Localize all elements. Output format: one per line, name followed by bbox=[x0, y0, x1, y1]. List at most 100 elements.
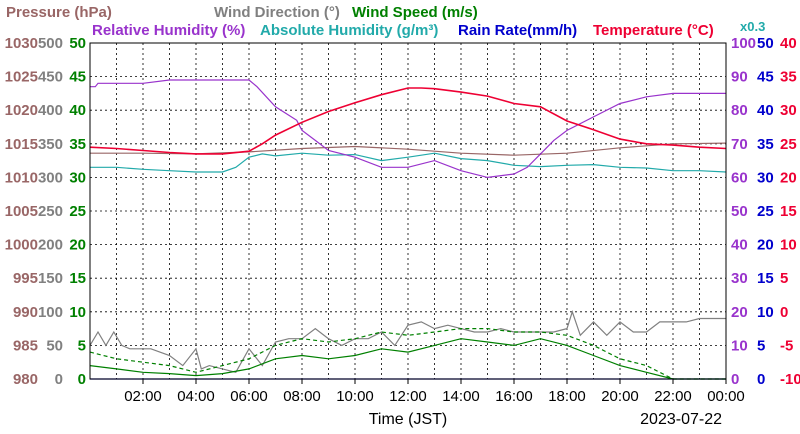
y-tick-label-wind-speed: 5 bbox=[78, 337, 86, 354]
y-tick-label-pressure: 1030 bbox=[5, 35, 38, 52]
rain-multiplier-label: x0.3 bbox=[740, 19, 765, 34]
y-tick-label-pressure: 1010 bbox=[5, 169, 38, 186]
y-tick-label-temperature: 25 bbox=[780, 136, 797, 153]
legend-item-row2: Rain Rate(mm/h) bbox=[458, 22, 577, 39]
x-axis: 02:00 04:00 06:00 08:00 10:00 12:00 14:00 16:00… bbox=[124, 379, 745, 405]
x-axis-label: Time (JST) bbox=[369, 411, 448, 428]
x-tick-label: 18:00 bbox=[548, 388, 586, 405]
y-tick-label-pressure: 1025 bbox=[5, 69, 38, 86]
grid bbox=[90, 43, 726, 379]
y-tick-label-wind-direction: 400 bbox=[38, 102, 63, 119]
series-line-temperature bbox=[89, 87, 727, 155]
y-tick-label-wind-speed: 20 bbox=[69, 237, 86, 254]
y-tick-label-rain: 30 bbox=[757, 169, 774, 186]
y-tick-label-rain: 50 bbox=[757, 35, 774, 52]
x-tick-label: 20:00 bbox=[601, 388, 639, 405]
y-tick-label-pressure: 990 bbox=[13, 304, 38, 321]
y-tick-label-rain: 15 bbox=[757, 270, 774, 287]
left-axes: 9809859909951000100510101015102010251030… bbox=[5, 35, 86, 388]
y-tick-label-rain: 40 bbox=[757, 102, 774, 119]
x-tick-label: 22:00 bbox=[654, 388, 692, 405]
legend-item-row2: Temperature (°C) bbox=[593, 22, 714, 39]
y-tick-label-wind-direction: 250 bbox=[38, 203, 63, 220]
y-tick-label-wind-speed: 40 bbox=[69, 102, 86, 119]
y-tick-label-rain: 10 bbox=[757, 304, 774, 321]
y-tick-label-wind-speed: 35 bbox=[69, 136, 86, 153]
y-tick-label-humidity: 50 bbox=[731, 203, 748, 220]
series-line-absolute-humidity bbox=[90, 152, 727, 173]
y-tick-label-rain: 25 bbox=[757, 203, 774, 220]
y-tick-label-temperature: 5 bbox=[780, 270, 788, 287]
x-tick-label: 04:00 bbox=[177, 388, 215, 405]
date-label: 2023-07-22 bbox=[640, 411, 722, 428]
legend: Pressure (hPa) Wind Direction (°) Wind Spe… bbox=[6, 4, 765, 39]
y-tick-label-wind-speed: 10 bbox=[69, 304, 86, 321]
y-tick-label-temperature: 35 bbox=[780, 69, 797, 86]
x-tick-label: 12:00 bbox=[389, 388, 427, 405]
y-tick-label-wind-speed: 0 bbox=[78, 371, 86, 388]
y-tick-label-rain: 45 bbox=[757, 69, 774, 86]
y-tick-label-wind-direction: 150 bbox=[38, 270, 63, 287]
y-tick-label-wind-speed: 50 bbox=[69, 35, 86, 52]
series-line-wind-speed bbox=[89, 338, 726, 380]
x-tick-label: 02:00 bbox=[124, 388, 162, 405]
y-tick-label-wind-direction: 450 bbox=[38, 69, 63, 86]
y-tick-label-pressure: 1015 bbox=[5, 136, 38, 153]
series-line-wind-gust bbox=[89, 328, 726, 380]
y-tick-label-wind-speed: 15 bbox=[69, 270, 86, 287]
y-tick-label-rain: 5 bbox=[757, 337, 765, 354]
y-tick-label-temperature: 20 bbox=[780, 169, 797, 186]
y-tick-label-wind-direction: 350 bbox=[38, 136, 63, 153]
y-tick-label-humidity: 10 bbox=[731, 337, 748, 354]
y-tick-label-pressure: 980 bbox=[13, 371, 38, 388]
y-tick-label-humidity: 100 bbox=[731, 35, 756, 52]
y-tick-label-wind-direction: 0 bbox=[55, 371, 63, 388]
y-tick-label-humidity: 20 bbox=[731, 304, 748, 321]
y-tick-label-pressure: 1005 bbox=[5, 203, 38, 220]
y-tick-label-rain: 35 bbox=[757, 136, 774, 153]
y-tick-label-temperature: -5 bbox=[780, 337, 793, 354]
y-tick-label-wind-direction: 50 bbox=[46, 337, 63, 354]
series-line-relative-humidity bbox=[90, 79, 726, 179]
y-tick-label-temperature: 40 bbox=[780, 35, 797, 52]
x-tick-label: 14:00 bbox=[442, 388, 480, 405]
y-tick-label-wind-speed: 25 bbox=[69, 203, 86, 220]
y-tick-label-wind-direction: 100 bbox=[38, 304, 63, 321]
legend-item-row2: Absolute Humidity (g/m³) bbox=[260, 22, 438, 39]
x-tick-label: 16:00 bbox=[495, 388, 533, 405]
y-tick-label-pressure: 985 bbox=[13, 337, 38, 354]
x-tick-label: 00:00 bbox=[707, 388, 745, 405]
legend-item-row2: Relative Humidity (%) bbox=[92, 22, 245, 39]
x-tick-label: 06:00 bbox=[230, 388, 268, 405]
legend-item-row1: Wind Direction (°) bbox=[214, 4, 340, 21]
x-tick-label: 10:00 bbox=[336, 388, 374, 405]
y-tick-label-temperature: 30 bbox=[780, 102, 797, 119]
y-tick-label-temperature: 0 bbox=[780, 304, 788, 321]
x-tick-label: 08:00 bbox=[283, 388, 321, 405]
y-tick-label-humidity: 0 bbox=[731, 371, 739, 388]
y-tick-label-wind-speed: 30 bbox=[69, 169, 86, 186]
y-tick-label-rain: 0 bbox=[757, 371, 765, 388]
y-tick-label-pressure: 1020 bbox=[5, 102, 38, 119]
y-tick-label-humidity: 40 bbox=[731, 237, 748, 254]
y-tick-label-pressure: 1000 bbox=[5, 237, 38, 254]
y-tick-label-rain: 20 bbox=[757, 237, 774, 254]
right-axes: 0102030405060708090100051015202530354045… bbox=[731, 35, 800, 388]
y-tick-label-wind-speed: 45 bbox=[69, 69, 86, 86]
series-line-wind-direction bbox=[89, 309, 726, 373]
y-tick-label-temperature: 10 bbox=[780, 237, 797, 254]
y-tick-label-humidity: 30 bbox=[731, 270, 748, 287]
y-tick-label-humidity: 70 bbox=[731, 136, 748, 153]
y-tick-label-pressure: 995 bbox=[13, 270, 38, 287]
legend-item-row1: Pressure (hPa) bbox=[6, 4, 112, 21]
y-tick-label-humidity: 60 bbox=[731, 169, 748, 186]
y-tick-label-humidity: 90 bbox=[731, 69, 748, 86]
legend-item-row1: Wind Speed (m/s) bbox=[352, 4, 478, 21]
y-tick-label-temperature: -10 bbox=[780, 371, 800, 388]
y-tick-label-humidity: 80 bbox=[731, 102, 748, 119]
y-tick-label-wind-direction: 300 bbox=[38, 169, 63, 186]
y-tick-label-wind-direction: 200 bbox=[38, 237, 63, 254]
y-tick-label-wind-direction: 500 bbox=[38, 35, 63, 52]
y-tick-label-temperature: 15 bbox=[780, 203, 797, 220]
